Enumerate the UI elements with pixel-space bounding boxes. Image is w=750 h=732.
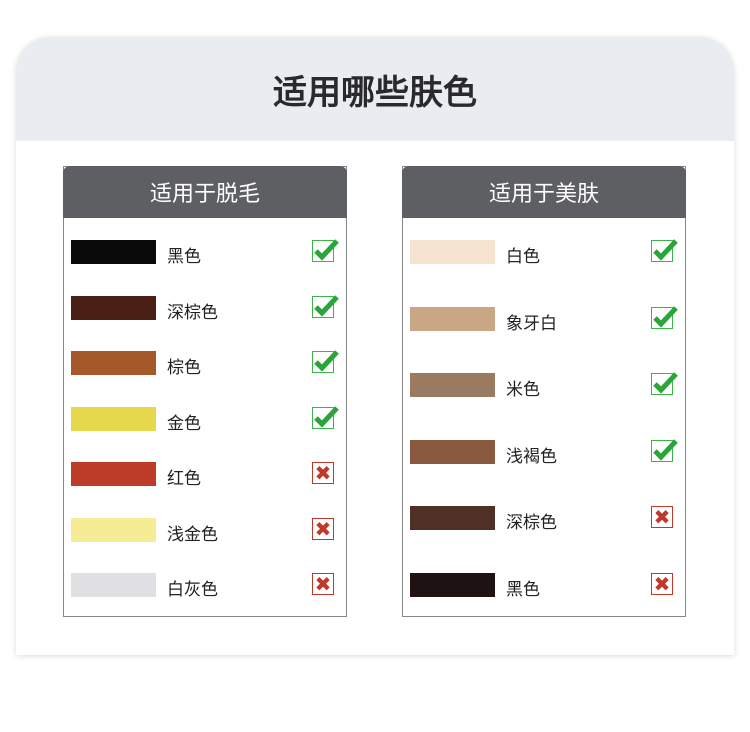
- list-item: 黑色: [71, 239, 339, 267]
- color-label: 米色: [506, 380, 540, 400]
- list-item: 深棕色 ✖: [410, 506, 673, 533]
- skin-tone-card: 适用哪些肤色 适用于脱毛 黑色 深棕色 棕色 金色 红色 ✖ 浅金色 ✖ 白灰色 ✖ …: [16, 37, 734, 655]
- color-swatch: [71, 240, 156, 264]
- cross-icon: ✖: [312, 517, 334, 540]
- color-label: 深棕色: [167, 302, 218, 323]
- check-icon: [312, 239, 339, 262]
- color-label: 象牙白: [506, 313, 557, 334]
- check-icon: [312, 294, 339, 318]
- color-swatch: [410, 306, 495, 331]
- color-label: 浅褐色: [506, 446, 557, 467]
- color-swatch: [71, 462, 156, 486]
- color-swatch: [71, 406, 156, 431]
- skin-care-panel: 适用于美肤 白色 象牙白 米色 浅褐色 深棕色 ✖ 黑色 ✖: [402, 166, 686, 617]
- color-label: 白灰色: [167, 580, 218, 600]
- color-label: 黑色: [506, 579, 540, 600]
- page-title: 适用哪些肤色: [16, 37, 734, 141]
- list-item: 黑色 ✖: [410, 572, 673, 600]
- color-label: 金色: [167, 413, 201, 434]
- cross-icon: ✖: [651, 506, 673, 528]
- cross-icon: ✖: [312, 573, 334, 595]
- list-item: 浅金色 ✖: [71, 517, 334, 545]
- color-label: 深棕色: [506, 513, 557, 533]
- color-label: 棕色: [167, 358, 201, 378]
- list-item: 棕色: [71, 350, 339, 378]
- check-icon: [312, 350, 339, 373]
- list-item: 白灰色 ✖: [71, 573, 334, 600]
- color-label: 浅金色: [167, 524, 218, 545]
- list-item: 米色: [410, 372, 678, 400]
- check-icon: [312, 405, 339, 429]
- list-item: 白色: [410, 239, 678, 267]
- check-icon: [651, 305, 678, 329]
- panel-title: 适用于美肤: [402, 166, 686, 218]
- panel-title: 适用于脱毛: [63, 166, 347, 218]
- list-item: 金色: [71, 405, 339, 434]
- color-swatch: [71, 517, 156, 542]
- color-swatch: [71, 295, 156, 320]
- color-label: 白色: [506, 247, 540, 267]
- list-item: 浅褐色: [410, 438, 678, 467]
- color-swatch: [71, 351, 156, 375]
- check-icon: [651, 239, 678, 262]
- check-icon: [651, 438, 678, 462]
- list-item: 象牙白: [410, 305, 678, 334]
- cross-icon: ✖: [651, 572, 673, 595]
- list-item: 深棕色: [71, 294, 339, 323]
- cross-icon: ✖: [312, 462, 334, 484]
- color-swatch: [410, 506, 495, 530]
- color-swatch: [410, 439, 495, 464]
- color-label: 红色: [167, 469, 201, 489]
- color-swatch: [410, 373, 495, 397]
- color-swatch: [71, 573, 156, 597]
- check-icon: [651, 372, 678, 395]
- hair-removal-panel: 适用于脱毛 黑色 深棕色 棕色 金色 红色 ✖ 浅金色 ✖ 白灰色 ✖: [63, 166, 347, 617]
- color-label: 黑色: [167, 247, 201, 267]
- list-item: 红色 ✖: [71, 462, 334, 489]
- color-swatch: [410, 572, 495, 597]
- color-swatch: [410, 240, 495, 264]
